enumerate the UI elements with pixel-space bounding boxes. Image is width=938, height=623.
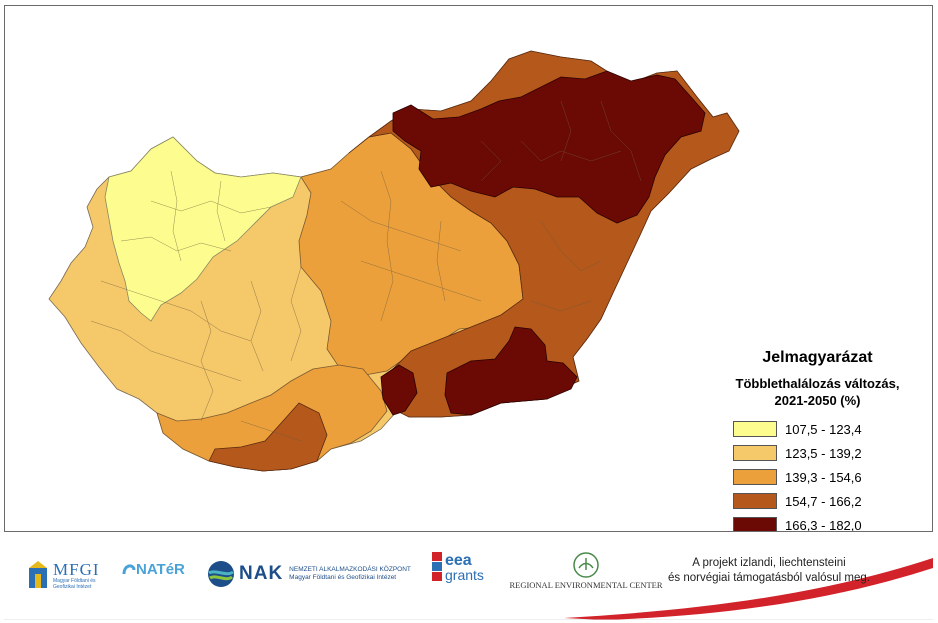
nak-sub2: Magyar Földtani és Geofizikai Intézet — [289, 574, 397, 581]
region-level1 — [104, 136, 302, 322]
legend-subtitle: Többlethalálozás változás, 2021-2050 (%) — [705, 375, 930, 409]
funding-note: A projekt izlandi, liechtensteini és nor… — [654, 556, 884, 586]
legend-swatch — [733, 421, 777, 437]
mfgi-emblem-icon — [29, 561, 47, 588]
hungary-map — [48, 50, 740, 472]
region-level4-sw — [208, 402, 328, 472]
eea-flags-icon — [432, 552, 442, 581]
nak-logo: NAK NEMZETI ALKALMAZKODÁSI KÖZPONT Magya… — [207, 560, 411, 588]
region-level5-se — [444, 326, 578, 416]
region-level5-s — [380, 364, 418, 416]
nak-globe-icon — [208, 561, 234, 587]
nater-name: NATéR — [136, 560, 185, 578]
legend-label: 139,3 - 154,6 — [785, 469, 862, 485]
legend-swatch — [733, 469, 777, 485]
funding-note-line2: és norvégiai támogatásból valósul meg. — [667, 572, 870, 584]
map-frame: Jelmagyarázat Többlethalálozás változás,… — [4, 5, 933, 532]
nak-sub1: NEMZETI ALKALMAZKODÁSI KÖZPONT — [289, 566, 411, 573]
rec-name: REGIONAL ENVIRONMENTAL CENTER — [509, 580, 663, 590]
legend-title: Jelmagyarázat — [762, 349, 873, 366]
legend-item: 139,3 - 154,6 — [733, 465, 862, 489]
mfgi-sub2: Geofizikai Intézet — [53, 583, 92, 590]
legend-item: 123,5 - 139,2 — [733, 441, 862, 465]
legend-subtitle-line2: 2021-2050 (%) — [774, 393, 861, 408]
mfgi-sub1: Magyar Földtani és — [53, 577, 96, 584]
legend-label: 107,5 - 123,4 — [785, 421, 862, 437]
legend-item: 107,5 - 123,4 — [733, 417, 862, 441]
nater-wave-icon — [122, 564, 136, 575]
legend-swatch — [733, 445, 777, 461]
rec-logo: REGIONAL ENVIRONMENTAL CENTER — [506, 552, 666, 590]
red-swoosh-decoration — [4, 558, 933, 620]
nak-name: NAK — [239, 563, 284, 584]
grants-text: grants — [445, 566, 484, 583]
legend-swatch — [733, 493, 777, 509]
region-level5-ne — [392, 70, 706, 224]
mfgi-logo: MFGI Magyar Földtani és Geofizikai Intéz… — [26, 560, 100, 590]
legend-item: 154,7 - 166,2 — [733, 489, 862, 513]
district-borders — [90, 100, 642, 442]
sponsor-footer: MFGI Magyar Földtani és Geofizikai Intéz… — [4, 534, 933, 620]
rec-leaf-icon — [573, 552, 599, 578]
legend-label: 154,7 - 166,2 — [785, 493, 862, 509]
nater-logo: NATéR — [122, 560, 185, 578]
legend-swatch — [733, 517, 777, 531]
mfgi-name: MFGI — [53, 559, 100, 579]
eea-grants-logo: eea grants — [432, 552, 484, 582]
legend-label: 123,5 - 139,2 — [785, 445, 862, 461]
legend-label: 166,3 - 182,0 — [785, 517, 862, 532]
legend-list: 107,5 - 123,4 123,5 - 139,2 139,3 - 154,… — [733, 417, 862, 532]
eea-text: eea — [445, 551, 472, 569]
legend-item: 166,3 - 182,0 — [733, 513, 862, 532]
funding-note-line1: A projekt izlandi, liechtensteini — [692, 557, 846, 569]
legend-subtitle-line1: Többlethalálozás változás, — [735, 376, 900, 391]
